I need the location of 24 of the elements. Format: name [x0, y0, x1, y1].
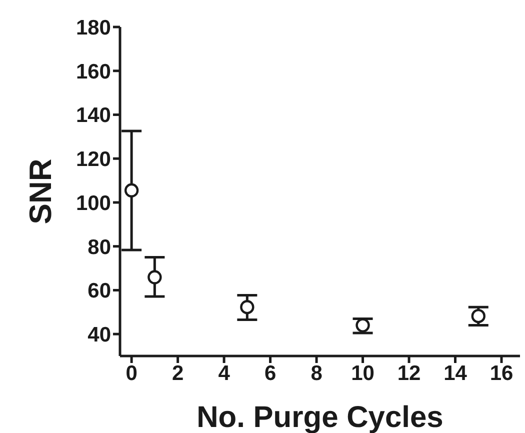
y-axis-title: SNR — [23, 158, 58, 224]
x-tick-label: 10 — [351, 362, 374, 385]
x-tick-label: 12 — [397, 362, 421, 385]
point — [124, 183, 139, 198]
x-axis-title: No. Purge Cycles — [196, 401, 444, 433]
y-tick-label: 60 — [88, 280, 111, 303]
x-tick-label: 16 — [490, 362, 514, 385]
y-tick-label: 120 — [76, 148, 111, 172]
y-tick-label: 80 — [88, 236, 111, 259]
x-tick-label: 14 — [444, 362, 468, 385]
x-tick-label: 8 — [310, 362, 323, 385]
y-tick-label: 100 — [76, 192, 111, 215]
x-tick-label: 6 — [264, 362, 276, 385]
y-tick-label: 140 — [76, 104, 111, 128]
y-tick-label: 180 — [76, 16, 111, 40]
y-tick-label: 40 — [88, 324, 111, 347]
point — [471, 308, 486, 324]
x-tick-label: 0 — [126, 362, 138, 385]
x-tick-label: 2 — [172, 362, 184, 385]
y-tick-label: 160 — [76, 60, 111, 84]
point — [148, 270, 162, 284]
point — [356, 318, 370, 332]
x-tick-label: 4 — [218, 362, 230, 385]
point — [240, 300, 254, 314]
